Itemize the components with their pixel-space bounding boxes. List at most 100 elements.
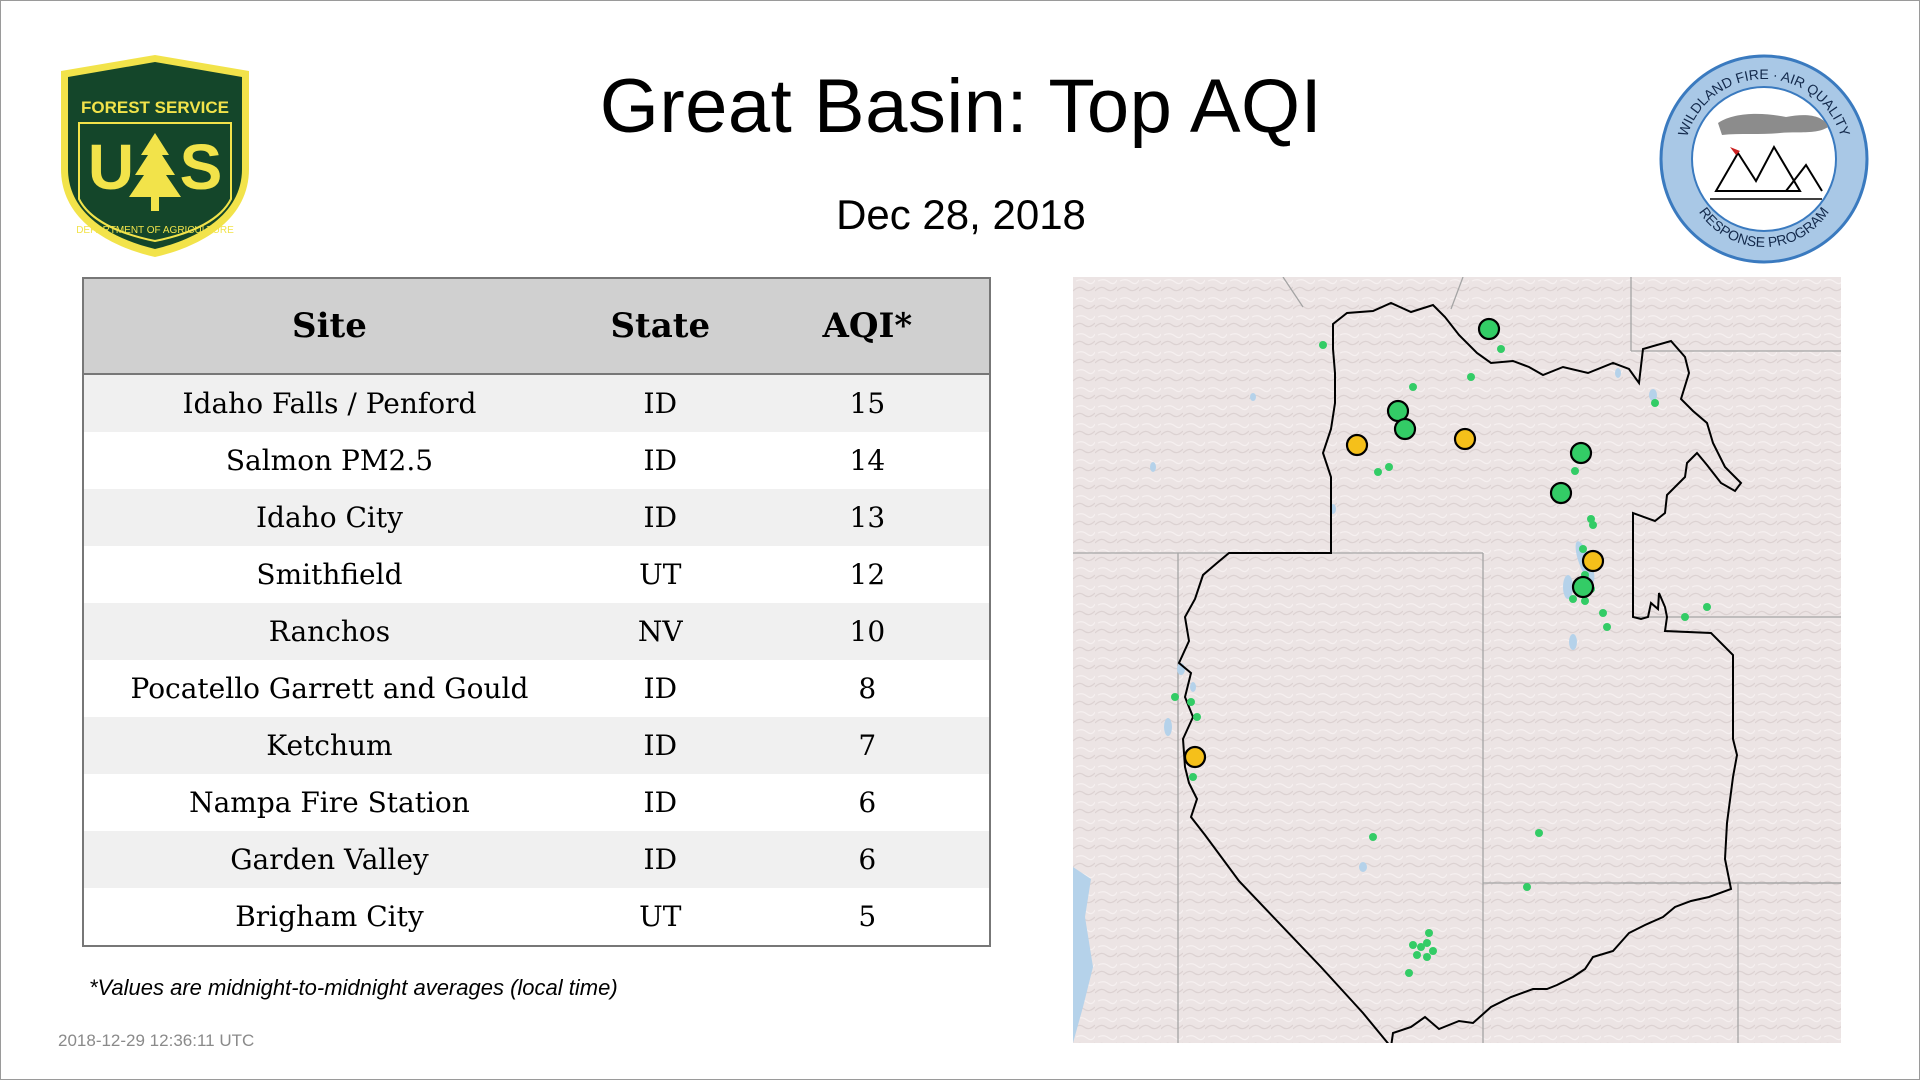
report-date: Dec 28, 2018 — [836, 191, 1086, 238]
top-aqi-site-marker — [1571, 575, 1595, 599]
top-aqi-site-marker — [1345, 433, 1369, 457]
state-cell: ID — [574, 831, 746, 888]
top-aqi-site-marker — [1581, 549, 1605, 573]
site-cell: Nampa Fire Station — [83, 774, 575, 831]
monitor-site-dot — [1385, 463, 1393, 471]
site-cell: Ketchum — [83, 717, 575, 774]
state-cell: ID — [574, 432, 746, 489]
generated-timestamp: 2018-12-29 12:36:11 UTC — [58, 1031, 255, 1050]
site-cell: Pocatello Garrett and Gould — [83, 660, 575, 717]
state-cell: ID — [574, 774, 746, 831]
monitor-site-dot — [1374, 468, 1382, 476]
site-cell: Salmon PM2.5 — [83, 432, 575, 489]
state-cell: ID — [574, 717, 746, 774]
monitor-site-dot — [1425, 929, 1433, 937]
monitor-site-dot — [1319, 341, 1327, 349]
monitor-site-dot — [1571, 467, 1579, 475]
wildland-fire-logo: WILDLAND FIRE · AIR QUALITY RESPONSE PRO… — [1656, 51, 1872, 267]
top-aqi-site-markers — [1183, 317, 1605, 769]
column-header-site: Site — [83, 278, 575, 375]
monitor-site-dot — [1599, 609, 1607, 617]
state-boundaries — [1073, 277, 1841, 1043]
aqi-cell: 6 — [745, 831, 990, 888]
monitor-site-dot — [1405, 969, 1413, 977]
monitor-site-dot — [1535, 829, 1543, 837]
table-row: Smithfield UT 12 — [83, 546, 990, 603]
monitor-site-dot — [1581, 597, 1589, 605]
top-aqi-site-marker — [1183, 745, 1207, 769]
monitor-site-dot — [1603, 623, 1611, 631]
site-cell: Idaho City — [83, 489, 575, 546]
aqi-cell: 15 — [745, 374, 990, 432]
aqi-cell: 8 — [745, 660, 990, 717]
monitor-site-dot — [1409, 383, 1417, 391]
top-aqi-site-marker — [1549, 481, 1573, 505]
pacific-ocean — [1073, 867, 1093, 1043]
site-cell: Brigham City — [83, 888, 575, 946]
monitor-sites-good — [1171, 341, 1711, 977]
table-row: Brigham City UT 5 — [83, 888, 990, 946]
state-cell: ID — [574, 374, 746, 432]
table-row: Nampa Fire Station ID 6 — [83, 774, 990, 831]
site-cell: Idaho Falls / Penford — [83, 374, 575, 432]
site-cell: Garden Valley — [83, 831, 575, 888]
aqi-cell: 12 — [745, 546, 990, 603]
monitor-site-dot — [1523, 883, 1531, 891]
state-cell: UT — [574, 888, 746, 946]
table-row: Ranchos NV 10 — [83, 603, 990, 660]
aqi-cell: 13 — [745, 489, 990, 546]
monitor-site-dot — [1681, 613, 1689, 621]
state-cell: NV — [574, 603, 746, 660]
monitor-site-dot — [1187, 698, 1195, 706]
monitor-site-dot — [1409, 941, 1417, 949]
top-aqi-site-marker — [1393, 417, 1417, 441]
monitor-site-dot — [1651, 399, 1659, 407]
footnote: *Values are midnight-to-midnight average… — [89, 975, 618, 1000]
table-header-row: Site State AQI* — [83, 278, 990, 375]
table-row: Garden Valley ID 6 — [83, 831, 990, 888]
forest-service-logo: FOREST SERVICE U S DEPARTMENT OF AGRICUL… — [49, 51, 261, 261]
site-cell: Smithfield — [83, 546, 575, 603]
monitor-site-dot — [1369, 833, 1377, 841]
monitor-site-dot — [1417, 943, 1425, 951]
monitor-site-dot — [1703, 603, 1711, 611]
aqi-cell: 10 — [745, 603, 990, 660]
table-row: Ketchum ID 7 — [83, 717, 990, 774]
map-land — [1073, 277, 1841, 1043]
state-cell: UT — [574, 546, 746, 603]
monitor-site-dot — [1569, 595, 1577, 603]
top-aqi-table: Site State AQI* Idaho Falls / Penford ID… — [82, 277, 991, 947]
monitor-site-dot — [1497, 345, 1505, 353]
monitor-site-dot — [1423, 939, 1431, 947]
page-title: Great Basin: Top AQI — [599, 64, 1323, 149]
monitor-site-dot — [1429, 947, 1437, 955]
top-aqi-site-marker — [1453, 427, 1477, 451]
great-basin-boundary — [1177, 301, 1743, 1043]
table-row: Idaho City ID 13 — [83, 489, 990, 546]
monitor-site-dot — [1589, 521, 1597, 529]
monitor-site-dot — [1171, 693, 1179, 701]
state-cell: ID — [574, 660, 746, 717]
monitor-site-dot — [1579, 545, 1587, 553]
monitor-site-dot — [1467, 373, 1475, 381]
state-cell: ID — [574, 489, 746, 546]
top-aqi-site-marker — [1477, 317, 1501, 341]
table-row: Salmon PM2.5 ID 14 — [83, 432, 990, 489]
aqi-cell: 14 — [745, 432, 990, 489]
column-header-aqi: AQI* — [745, 278, 990, 375]
aqi-cell: 6 — [745, 774, 990, 831]
monitor-site-dot — [1189, 773, 1197, 781]
aqi-cell: 7 — [745, 717, 990, 774]
site-cell: Ranchos — [83, 603, 575, 660]
svg-text:U: U — [88, 131, 134, 203]
great-basin-map — [1073, 277, 1841, 1043]
top-aqi-site-marker — [1569, 441, 1593, 465]
table-row: Idaho Falls / Penford ID 15 — [83, 374, 990, 432]
monitor-site-dot — [1193, 713, 1201, 721]
aqi-cell: 5 — [745, 888, 990, 946]
monitor-site-dot — [1423, 953, 1431, 961]
table-row: Pocatello Garrett and Gould ID 8 — [83, 660, 990, 717]
svg-text:S: S — [180, 131, 223, 203]
monitor-site-dot — [1413, 951, 1421, 959]
